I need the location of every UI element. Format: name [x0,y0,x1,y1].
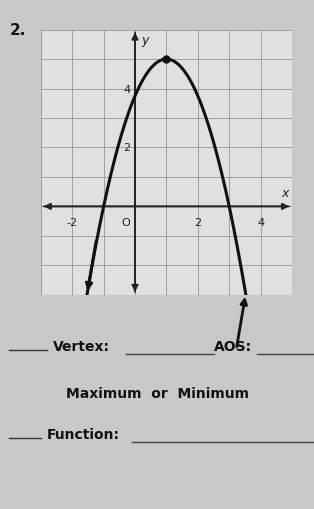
Text: 4: 4 [123,84,130,94]
Text: Vertex:: Vertex: [53,339,111,353]
Text: 2: 2 [123,143,130,153]
Text: x: x [282,187,289,200]
Text: 2.: 2. [9,23,26,38]
Text: Function:: Function: [47,427,120,441]
Text: O: O [122,217,130,227]
Text: AOS:: AOS: [214,339,252,353]
Text: 2: 2 [194,217,201,227]
Text: 4: 4 [257,217,264,227]
Text: -2: -2 [67,217,78,227]
Text: Maximum  or  Minimum: Maximum or Minimum [66,386,248,400]
Text: y: y [141,34,149,46]
